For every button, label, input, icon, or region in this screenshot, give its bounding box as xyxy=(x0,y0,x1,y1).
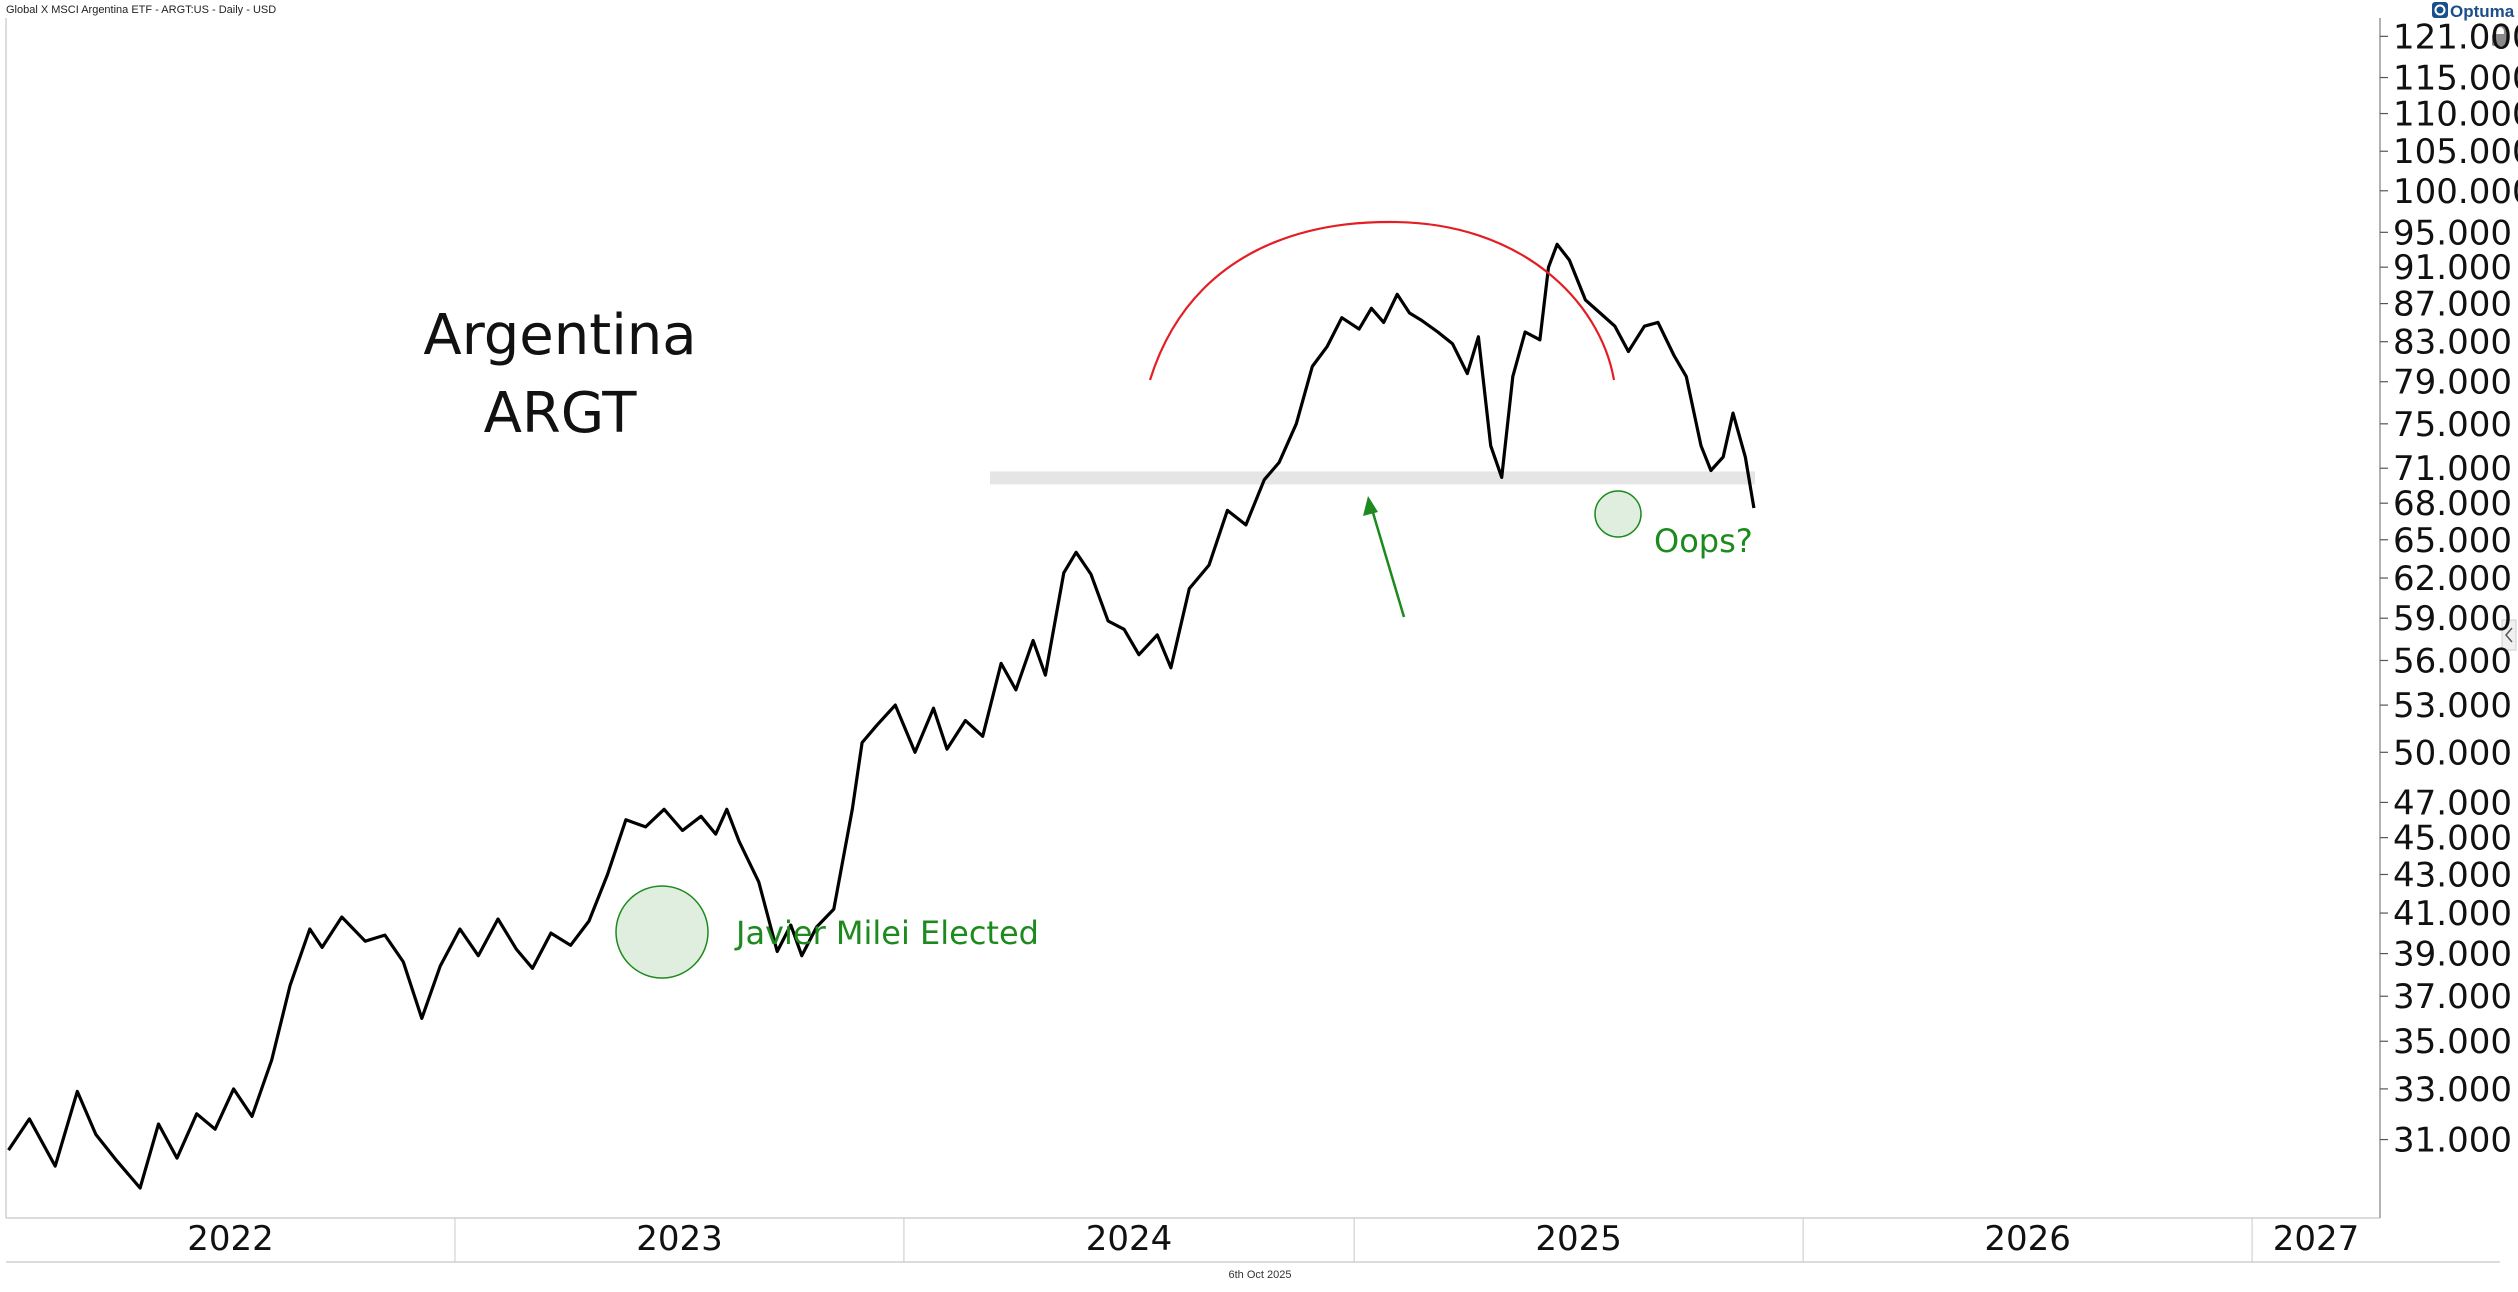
y-tick-label: 79.000 xyxy=(2393,363,2512,403)
y-tick-label: 75.000 xyxy=(2393,405,2512,445)
y-tick-label: 65.000 xyxy=(2393,521,2512,561)
rounded-top-arc xyxy=(1148,220,1616,381)
y-tick-label: 31.000 xyxy=(2393,1121,2512,1161)
y-tick-label: 100.000 xyxy=(2393,172,2518,212)
y-tick-label: 87.000 xyxy=(2393,285,2512,325)
election-annotation: Javier Milei Elected xyxy=(734,914,1039,952)
y-tick-label: 45.000 xyxy=(2393,819,2512,859)
brand-name: Optuma xyxy=(2450,2,2515,21)
x-year-label: 2022 xyxy=(187,1219,274,1259)
instrument-header: Global X MSCI Argentina ETF - ARGT:US - … xyxy=(6,4,276,16)
support-test-arrow xyxy=(1363,496,1406,618)
x-year-label: 2027 xyxy=(2273,1219,2360,1259)
y-tick-label: 50.000 xyxy=(2393,733,2512,773)
collapse-panel-icon[interactable] xyxy=(2501,619,2517,651)
optuma-logo: Optuma xyxy=(2432,2,2515,21)
y-tick-label: 35.000 xyxy=(2393,1022,2512,1062)
x-year-label: 2024 xyxy=(1086,1219,1173,1259)
y-tick-label: 110.000 xyxy=(2393,95,2518,135)
support-zone-band xyxy=(990,471,1755,485)
y-tick-label: 41.000 xyxy=(2393,894,2512,934)
y-tick-label: 95.000 xyxy=(2393,213,2512,253)
y-tick-label: 33.000 xyxy=(2393,1070,2512,1110)
y-tick-label: 53.000 xyxy=(2393,686,2512,726)
chart-title: Argentina xyxy=(423,303,696,368)
x-year-label: 2025 xyxy=(1535,1219,1622,1259)
y-tick-label: 43.000 xyxy=(2393,855,2512,895)
y-tick-label: 115.000 xyxy=(2393,59,2518,99)
x-axis: 2022 2023 2024 2025 2026 2027 xyxy=(187,1218,2359,1262)
x-year-label: 2026 xyxy=(1984,1219,2071,1259)
y-axis: 121.000115.000110.000105.000100.00095.00… xyxy=(2380,17,2518,1161)
y-tick-label: 56.000 xyxy=(2393,641,2512,681)
y-tick-label: 121.000 xyxy=(2393,17,2518,57)
y-tick-label: 105.000 xyxy=(2393,132,2518,172)
y-tick-label: 68.000 xyxy=(2393,484,2512,524)
y-tick-label: 59.000 xyxy=(2393,599,2512,639)
x-year-label: 2023 xyxy=(636,1219,723,1259)
y-tick-label: 62.000 xyxy=(2393,559,2512,599)
y-tick-label: 71.000 xyxy=(2393,449,2512,489)
breakdown-annotation: Oops? xyxy=(1654,522,1753,560)
y-tick-label: 47.000 xyxy=(2393,783,2512,823)
lock-icon[interactable] xyxy=(2492,24,2508,46)
chart-subtitle: ARGT xyxy=(484,381,638,446)
y-tick-label: 39.000 xyxy=(2393,935,2512,975)
price-series-line xyxy=(7,242,1756,1190)
y-tick-label: 37.000 xyxy=(2393,977,2512,1017)
footer-date: 6th Oct 2025 xyxy=(1229,1269,1292,1281)
election-highlight-circle xyxy=(615,885,709,979)
breakdown-highlight-circle xyxy=(1594,490,1642,538)
y-tick-label: 91.000 xyxy=(2393,248,2512,288)
y-tick-label: 83.000 xyxy=(2393,323,2512,363)
